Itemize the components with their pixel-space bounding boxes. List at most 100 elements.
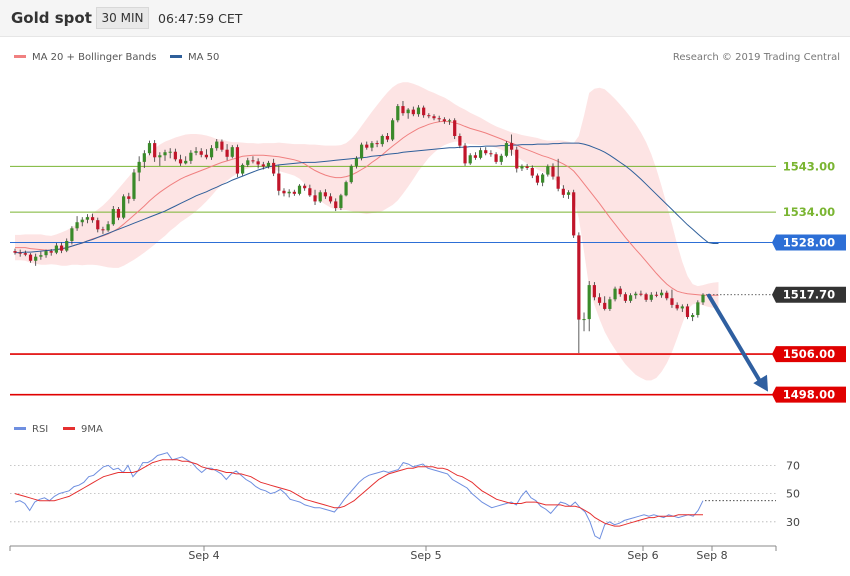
candle: [359, 142, 364, 161]
candle-body: [370, 143, 374, 148]
candle: [158, 152, 162, 166]
candle-body: [122, 196, 126, 218]
timeframe-selector[interactable]: 30 MIN: [96, 7, 149, 29]
candle-body: [468, 155, 472, 164]
candle-body: [354, 158, 359, 166]
candle-body: [411, 109, 415, 115]
candle: [696, 300, 700, 318]
candle: [308, 184, 312, 197]
candle: [665, 290, 669, 301]
candle: [644, 292, 648, 302]
legend-label-rsi: RSI: [32, 424, 49, 435]
candle-body: [328, 196, 333, 202]
candle: [334, 198, 338, 212]
candle: [96, 217, 100, 233]
candle-body: [23, 253, 27, 255]
candle-body: [509, 143, 514, 150]
candle: [39, 251, 43, 260]
candle-body: [391, 120, 395, 140]
candle: [65, 238, 69, 253]
candle: [116, 207, 121, 221]
candle-body: [577, 235, 581, 320]
legend-label-rsi-ma: 9MA: [81, 424, 103, 435]
last-price-tag-bg: [772, 286, 846, 303]
candle-body: [209, 148, 214, 158]
candle-body: [334, 201, 338, 209]
candle: [349, 164, 353, 184]
level-label-1534.00: 1534.00: [783, 205, 835, 219]
rsi-ma-line: [14, 459, 703, 527]
candle-body: [473, 155, 477, 158]
candle: [603, 296, 607, 311]
candle: [416, 105, 421, 117]
candle: [504, 141, 509, 158]
candle-body: [561, 188, 565, 195]
candle: [535, 173, 540, 186]
candle: [75, 216, 79, 231]
candle-body: [163, 152, 167, 156]
candle: [592, 282, 596, 301]
candle-body: [75, 222, 79, 229]
candle: [80, 217, 84, 227]
candle: [122, 194, 126, 220]
candle: [90, 213, 95, 223]
candle-body: [665, 292, 669, 299]
candle-body: [432, 116, 436, 119]
candle: [525, 163, 529, 170]
candle-body: [292, 191, 296, 194]
candle-body: [318, 192, 322, 202]
candle-body: [261, 164, 265, 167]
candle: [59, 242, 64, 254]
candle: [235, 144, 240, 178]
candle: [266, 160, 271, 169]
candle-body: [18, 252, 22, 254]
candle-body: [39, 255, 43, 257]
candle-body: [701, 294, 705, 303]
candle-body: [375, 143, 379, 145]
candle-body: [173, 151, 177, 160]
candle: [194, 147, 198, 156]
candle-body: [406, 109, 410, 114]
candle: [551, 163, 555, 180]
candle: [13, 248, 17, 255]
candle: [323, 189, 327, 199]
candle: [23, 250, 27, 257]
candle: [137, 156, 141, 182]
candle: [272, 158, 276, 177]
candle-body: [70, 228, 74, 241]
candle: [401, 101, 405, 116]
candle-body: [520, 166, 524, 169]
candle-body: [546, 166, 550, 175]
candle-body: [691, 315, 695, 318]
candle-body: [385, 136, 390, 140]
candle-body: [654, 294, 659, 296]
candle-body: [28, 254, 33, 261]
candle: [649, 292, 653, 302]
header-bar: Gold spot 30 MIN 06:47:59 CET: [0, 0, 850, 37]
candle-body: [101, 229, 105, 231]
candle-body: [628, 295, 633, 301]
candle: [546, 164, 550, 177]
level-tag-1506.00-bg: [772, 346, 846, 363]
candle-body: [458, 136, 462, 146]
candle-body: [685, 306, 690, 318]
candle: [406, 108, 410, 119]
candle: [34, 253, 38, 266]
candle: [370, 141, 374, 152]
candle: [587, 281, 591, 332]
candle: [49, 249, 53, 256]
candle-body: [272, 162, 276, 174]
last-price-tag: 1517.70: [772, 286, 846, 303]
candle: [473, 152, 477, 160]
candle-body: [535, 175, 540, 183]
candle-body: [592, 285, 596, 298]
candle-body: [396, 106, 400, 121]
level-tag-1506.00-text: 1506.00: [783, 347, 835, 361]
candle: [153, 140, 157, 162]
candle: [54, 243, 58, 255]
instrument-title: Gold spot: [11, 9, 92, 27]
x-tick-label-sep-4: Sep 4: [188, 549, 219, 562]
candle-body: [478, 150, 483, 158]
candle: [623, 292, 628, 303]
candle-body: [158, 155, 162, 158]
